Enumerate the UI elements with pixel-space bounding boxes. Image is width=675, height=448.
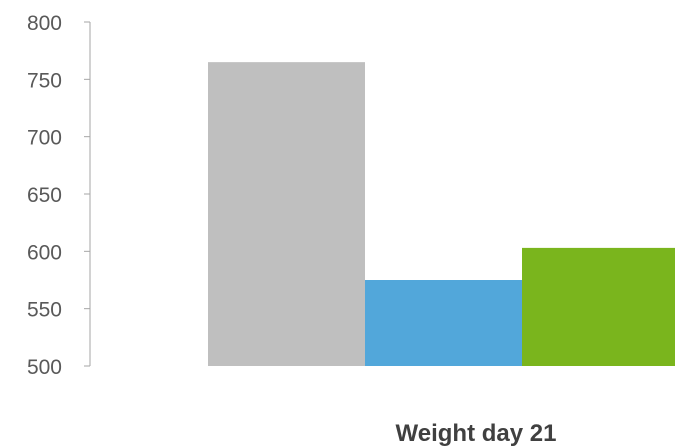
y-tick-label: 500 xyxy=(27,356,62,379)
bar-series-1 xyxy=(208,62,365,367)
y-tick-label: 700 xyxy=(27,127,62,150)
y-tick-label: 750 xyxy=(27,69,62,92)
y-tick-label: 650 xyxy=(27,184,62,207)
bars-group xyxy=(208,62,675,367)
x-category-label: Weight day 21 xyxy=(396,420,557,447)
y-axis: 500 550 600 650 700 750 800 xyxy=(27,12,91,379)
y-tick-label: 800 xyxy=(27,12,62,35)
y-tick-label: 550 xyxy=(27,299,62,322)
y-tick-label: 600 xyxy=(27,241,62,264)
bar-series-3 xyxy=(522,247,675,366)
bar-series-2 xyxy=(365,280,522,366)
